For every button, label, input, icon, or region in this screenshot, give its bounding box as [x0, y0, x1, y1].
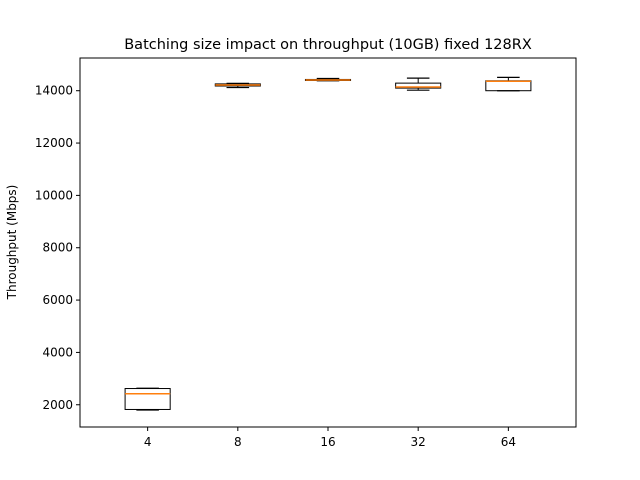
y-tick-label: 12000	[35, 136, 73, 150]
y-tick-label: 2000	[42, 398, 73, 412]
y-tick-label: 6000	[42, 293, 73, 307]
x-tick-label: 16	[320, 435, 335, 449]
box-iqr	[124, 388, 171, 410]
x-tick-label: 4	[144, 435, 152, 449]
x-tick-label: 32	[411, 435, 426, 449]
x-tick-label: 8	[234, 435, 242, 449]
box-iqr	[485, 80, 532, 92]
y-tick-label: 4000	[42, 345, 73, 359]
box-iqr	[395, 82, 442, 89]
plot-area: 2000 4000 6000 8000 10000 12000 14000 4 8 16 32 64	[35, 76, 532, 449]
y-tick-label: 14000	[35, 84, 73, 98]
plot-frame	[79, 57, 577, 428]
y-axis-label: Throughput (Mbps)	[5, 185, 19, 301]
y-tick-label: 10000	[35, 188, 73, 202]
y-tick-label: 8000	[42, 241, 73, 255]
x-tick-label: 64	[501, 435, 516, 449]
chart-title: Batching size impact on throughput (10GB…	[124, 37, 532, 53]
